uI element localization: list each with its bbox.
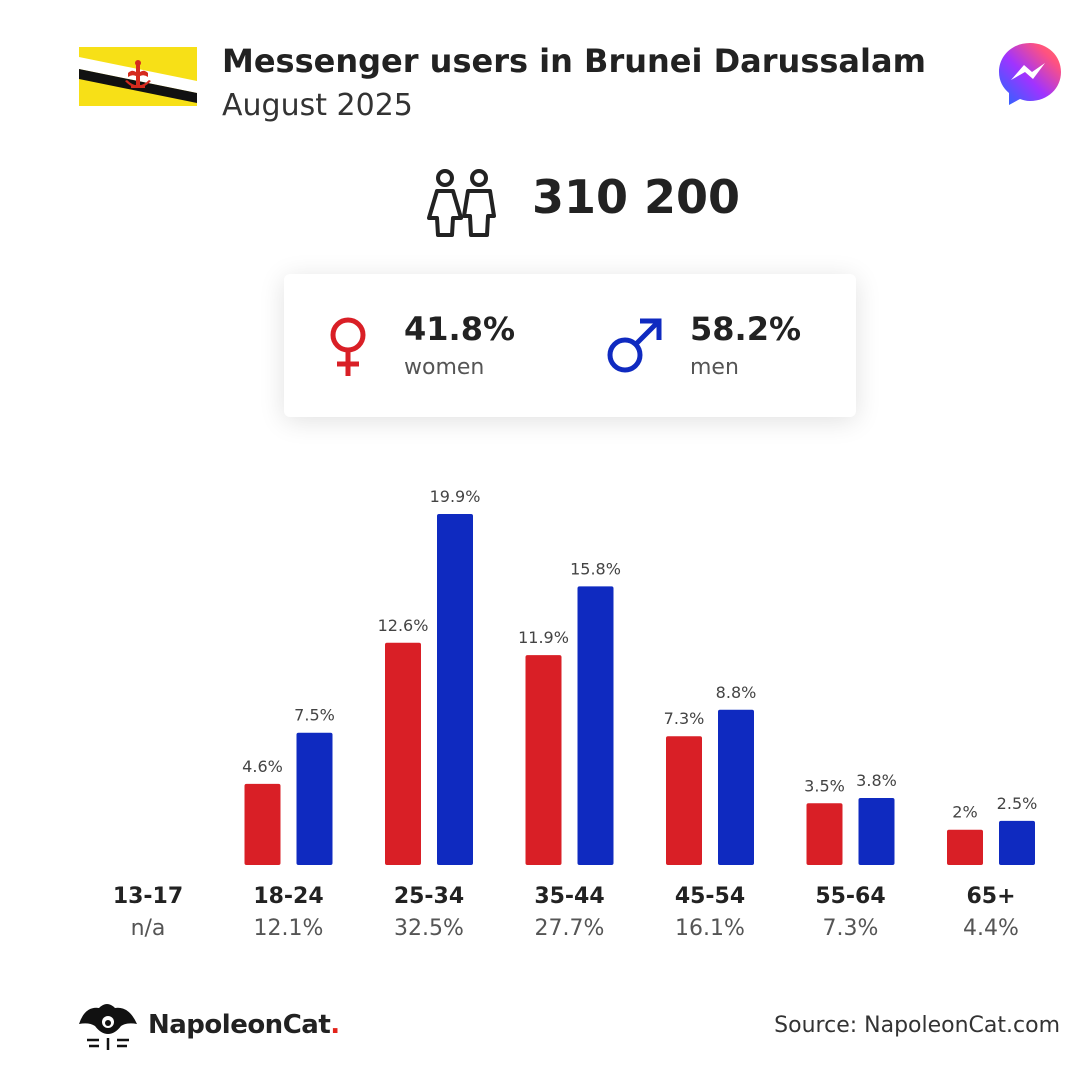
total-users: 310 200 <box>532 170 741 224</box>
men-label: men <box>690 355 739 380</box>
bar-women-45-54 <box>666 736 702 865</box>
age-label: 35-44 <box>534 884 605 909</box>
data-label-women-55-64: 3.5% <box>804 776 845 795</box>
data-label-women-45-54: 7.3% <box>664 709 705 728</box>
bar-women-65+ <box>947 829 983 865</box>
data-label-men-55-64: 3.8% <box>856 771 897 790</box>
age-share: n/a <box>130 916 166 941</box>
men-percent: 58.2% <box>690 310 802 348</box>
people-icon <box>427 169 496 237</box>
bar-men-18-24 <box>296 732 333 865</box>
napoleoncat-logo-icon <box>79 1004 137 1050</box>
age-label: 55-64 <box>815 884 886 909</box>
female-icon <box>330 317 366 376</box>
women-label: women <box>404 355 485 380</box>
age-share: 27.7% <box>534 916 605 941</box>
bar-men-45-54 <box>718 709 754 865</box>
age-share: 12.1% <box>253 916 324 941</box>
age-label: 18-24 <box>253 884 324 909</box>
bar-women-25-34 <box>385 642 421 865</box>
bar-men-35-44 <box>577 586 614 865</box>
age-label: 13-17 <box>112 884 184 909</box>
bar-men-65+ <box>999 820 1035 865</box>
data-label-men-18-24: 7.5% <box>294 706 335 725</box>
age-share: 16.1% <box>675 916 745 941</box>
brand-name: NapoleonCat. <box>148 1010 340 1040</box>
data-label-women-35-44: 11.9% <box>518 628 569 647</box>
data-label-women-25-34: 12.6% <box>378 616 429 635</box>
brunei-flag-icon <box>79 47 197 106</box>
age-label: 25-34 <box>393 884 465 909</box>
source-credit: Source: NapoleonCat.com <box>774 1013 1060 1038</box>
bar-men-55-64 <box>858 797 895 865</box>
bar-women-35-44 <box>525 655 562 865</box>
bar-men-25-34 <box>437 514 473 865</box>
data-label-men-25-34: 19.9% <box>430 487 481 506</box>
bar-women-18-24 <box>244 783 281 865</box>
brand-dot: . <box>330 1010 340 1040</box>
age-share: 32.5% <box>394 916 464 941</box>
bar-women-55-64 <box>806 803 843 865</box>
page-title: Messenger users in Brunei Darussalam <box>222 42 926 80</box>
data-label-men-45-54: 8.8% <box>716 683 757 702</box>
data-label-men-35-44: 15.8% <box>570 559 621 578</box>
women-percent: 41.8% <box>404 310 516 348</box>
male-icon <box>607 318 662 373</box>
data-label-women-65+: 2% <box>952 803 977 822</box>
brand-text: NapoleonCat <box>148 1010 331 1040</box>
data-label-women-18-24: 4.6% <box>242 757 283 776</box>
messenger-logo-icon <box>999 43 1061 105</box>
page-subtitle: August 2025 <box>222 88 413 123</box>
age-label: 45-54 <box>674 884 746 909</box>
age-share: 7.3% <box>822 916 879 941</box>
data-label-men-65+: 2.5% <box>997 794 1038 813</box>
age-label: 65+ <box>966 884 1016 909</box>
age-gender-bar-chart: 4.6% 7.5% 12.6% 19.9% 11.9% 15.8% 7.3% 8.8% 3.5%… <box>242 487 1038 865</box>
gender-card: 41.8% women 58.2% men <box>284 274 856 417</box>
age-share: 4.4% <box>963 916 1019 941</box>
